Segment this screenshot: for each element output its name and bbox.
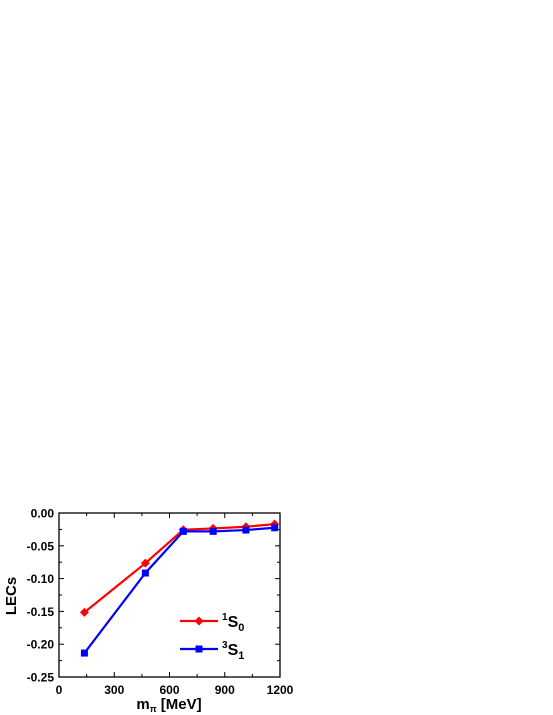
x-axis-label-sub: π — [150, 704, 157, 714]
data-point-1S0 — [140, 558, 150, 568]
legend-label-1S0-sup: 1 — [222, 612, 228, 623]
y-tick-label: -0.05 — [27, 539, 55, 553]
data-point-3S1 — [179, 527, 187, 535]
series-line-1S0 — [83, 523, 275, 614]
data-point-3S1 — [209, 527, 217, 535]
legend-label-3S1-sup: 3 — [222, 640, 228, 651]
legend-label-1S0-sub: 0 — [238, 622, 244, 634]
y-tick-label: -0.10 — [27, 572, 55, 586]
legend-marker-1S0 — [194, 616, 204, 626]
y-tick-label: 0.00 — [31, 507, 55, 521]
legend-marker-3S1 — [195, 645, 203, 653]
legend-label-3S1-main: S — [228, 642, 239, 659]
plot-frame — [58, 512, 281, 678]
x-tick-label: 1200 — [267, 683, 294, 697]
legend-label-3S1-sub: 1 — [238, 650, 244, 662]
x-tick-label: 900 — [215, 683, 235, 697]
y-tick-label: -0.15 — [27, 605, 55, 619]
legend-entry-3S1: 3S1 — [180, 640, 244, 662]
x-tick-label: 600 — [159, 683, 179, 697]
x-tick-label: 300 — [104, 683, 124, 697]
data-point-1S0 — [79, 607, 89, 617]
legend-label-3S1: 3S1 — [222, 640, 244, 662]
data-point-3S1 — [141, 569, 149, 577]
x-axis-label-unit: [MeV] — [161, 696, 202, 713]
y-tick-label: -0.25 — [27, 671, 55, 685]
x-axis-label: mπ [MeV] — [136, 696, 201, 714]
legend-label-1S0: 1S0 — [222, 612, 244, 634]
y-axis-label: LECs — [3, 577, 20, 615]
legend-label-1S0-main: S — [228, 614, 239, 631]
legend-entry-1S0: 1S0 — [180, 612, 244, 634]
data-point-3S1 — [242, 526, 250, 534]
series-3S1 — [80, 524, 279, 657]
x-tick-label: 0 — [56, 683, 63, 697]
legend: 1S0 3S1 — [180, 612, 244, 662]
y-tick-label: -0.20 — [27, 638, 55, 652]
series-line-3S1 — [83, 526, 275, 654]
data-point-3S1 — [80, 649, 88, 657]
x-axis-label-main: m — [136, 696, 149, 713]
data-point-3S1 — [271, 524, 279, 532]
